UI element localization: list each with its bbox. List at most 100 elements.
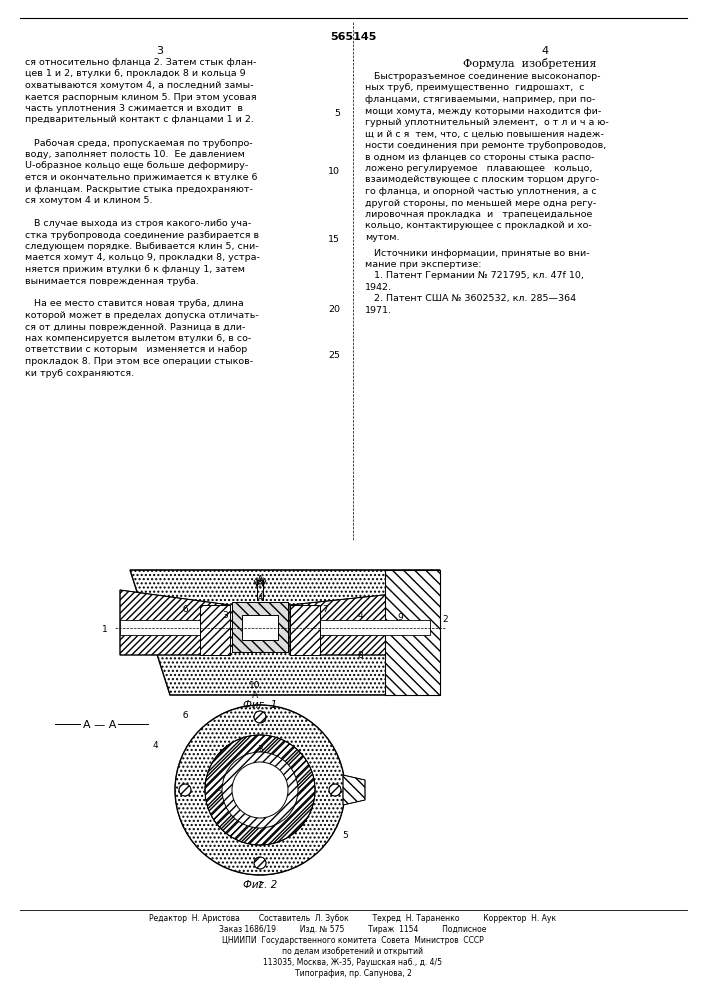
Text: воду, заполняет полость 10.  Ее давлением: воду, заполняет полость 10. Ее давлением [25, 150, 245, 159]
Text: Фиг. 1: Фиг. 1 [243, 700, 277, 710]
Text: Типография, пр. Сапунова, 2: Типография, пр. Сапунова, 2 [295, 969, 411, 978]
Text: кольцо, контактирующее с прокладкой и хо-: кольцо, контактирующее с прокладкой и хо… [365, 222, 592, 231]
Text: Быстроразъемное соединение высоконапор-: Быстроразъемное соединение высоконапор- [365, 72, 600, 81]
Polygon shape [242, 615, 278, 640]
Text: 3: 3 [156, 46, 163, 56]
Text: 1: 1 [102, 626, 108, 635]
Text: в одном из фланцев со стороны стыка распо-: в одном из фланцев со стороны стыка расп… [365, 152, 595, 161]
Text: мание при экспертизе:: мание при экспертизе: [365, 260, 481, 269]
Text: мается хомут 4, кольцо 9, прокладки 8, устра-: мается хомут 4, кольцо 9, прокладки 8, у… [25, 253, 260, 262]
Polygon shape [200, 605, 230, 655]
Text: часть уплотнения 3 сжимается и входит  в: часть уплотнения 3 сжимается и входит в [25, 104, 243, 113]
Text: кается распорным клином 5. При этом усовая: кается распорным клином 5. При этом усов… [25, 93, 257, 102]
Text: Источники информации, принятые во вни-: Источники информации, принятые во вни- [365, 248, 590, 257]
Text: 7: 7 [322, 605, 328, 614]
Circle shape [329, 784, 341, 796]
Text: ответствии с которым   изменяется и набор: ответствии с которым изменяется и набор [25, 346, 247, 355]
Polygon shape [385, 570, 440, 695]
Text: 4: 4 [542, 46, 549, 56]
Text: 10: 10 [250, 680, 261, 690]
Text: 3: 3 [222, 610, 228, 619]
Text: стка трубопровода соединение разбирается в: стка трубопровода соединение разбирается… [25, 231, 259, 239]
Text: б: б [182, 605, 188, 614]
Text: А — А: А — А [83, 720, 117, 730]
Text: следующем порядке. Выбивается клин 5, сни-: следующем порядке. Выбивается клин 5, сн… [25, 242, 259, 251]
Polygon shape [232, 602, 288, 652]
Text: фланцами, стягиваемыми, например, при по-: фланцами, стягиваемыми, например, при по… [365, 95, 595, 104]
Text: щ и й с я  тем, что, с целью повышения надеж-: щ и й с я тем, что, с целью повышения на… [365, 129, 604, 138]
Text: 2: 2 [257, 880, 263, 890]
Circle shape [232, 762, 288, 818]
Text: прокладок 8. При этом все операции стыков-: прокладок 8. При этом все операции стыко… [25, 357, 253, 366]
Text: 3: 3 [257, 746, 263, 754]
Text: Рабочая среда, пропускаемая по трубопро-: Рабочая среда, пропускаемая по трубопро- [25, 138, 252, 147]
Text: ↕: ↕ [257, 583, 263, 589]
Text: ных труб, преимущественно  гидрошахт,  с: ных труб, преимущественно гидрошахт, с [365, 84, 585, 93]
Circle shape [175, 705, 345, 875]
Text: ности соединения при ремонте трубопроводов,: ности соединения при ремонте трубопровод… [365, 141, 606, 150]
Text: мощи хомута, между которыми находится фи-: мощи хомута, между которыми находится фи… [365, 106, 601, 115]
Circle shape [254, 857, 266, 869]
Polygon shape [343, 775, 365, 805]
Text: взаимодействующее с плоским торцом друго-: взаимодействующее с плоским торцом друго… [365, 176, 599, 184]
Text: А: А [257, 575, 263, 585]
Text: которой может в пределах допуска отличать-: которой может в пределах допуска отличат… [25, 311, 259, 320]
Text: 565145: 565145 [329, 32, 376, 42]
Text: На ее место ставится новая труба, длина: На ее место ставится новая труба, длина [25, 300, 244, 308]
Text: гурный уплотнительный элемент,  о т л и ч а ю-: гурный уплотнительный элемент, о т л и ч… [365, 118, 609, 127]
Polygon shape [290, 605, 320, 655]
Text: 113035, Москва, Ж-35, Раушская наб., д. 4/5: 113035, Москва, Ж-35, Раушская наб., д. … [264, 958, 443, 967]
Circle shape [205, 735, 315, 845]
Circle shape [179, 784, 191, 796]
Text: Формула  изобретения: Формула изобретения [463, 58, 597, 69]
Text: и фланцам. Раскрытие стыка предохраняют-: и фланцам. Раскрытие стыка предохраняют- [25, 184, 253, 194]
Text: 5: 5 [342, 830, 348, 840]
Text: ся от длины поврежденной. Разница в дли-: ся от длины поврежденной. Разница в дли- [25, 322, 245, 332]
Circle shape [254, 711, 266, 723]
Text: ки труб сохраняются.: ки труб сохраняются. [25, 368, 134, 377]
Text: цев 1 и 2, втулки 6, прокладок 8 и кольца 9: цев 1 и 2, втулки 6, прокладок 8 и кольц… [25, 70, 245, 79]
Text: ложено регулируемое   плавающее   кольцо,: ложено регулируемое плавающее кольцо, [365, 164, 592, 173]
Text: Заказ 1686/19          Изд. № 575          Тираж  1154          Подписное: Заказ 1686/19 Изд. № 575 Тираж 1154 Подп… [219, 925, 486, 934]
Text: Редактор  Н. Аристова        Составитель  Л. Зубок          Техред  Н. Тараненко: Редактор Н. Аристова Составитель Л. Зубо… [149, 914, 556, 923]
Text: Фиг. 2: Фиг. 2 [243, 880, 277, 890]
Text: 1942.: 1942. [365, 283, 392, 292]
Text: няется прижим втулки 6 к фланцу 1, затем: няется прижим втулки 6 к фланцу 1, затем [25, 265, 245, 274]
Text: 4: 4 [257, 593, 263, 602]
Text: ется и окончательно прижимается к втулке 6: ется и окончательно прижимается к втулке… [25, 173, 257, 182]
Text: 1. Патент Германии № 721795, кл. 47f 10,: 1. Патент Германии № 721795, кл. 47f 10, [365, 271, 584, 280]
Polygon shape [290, 590, 430, 655]
Text: 10: 10 [328, 166, 340, 176]
Text: 20: 20 [328, 304, 340, 314]
Polygon shape [120, 590, 230, 655]
Text: мутом.: мутом. [365, 233, 399, 242]
Text: 5: 5 [334, 109, 340, 118]
Text: по делам изобретений и открытий: по делам изобретений и открытий [283, 947, 423, 956]
Text: ЦНИИПИ  Государственного комитета  Совета  Министров  СССР: ЦНИИПИ Государственного комитета Совета … [222, 936, 484, 945]
Text: 4: 4 [357, 610, 363, 619]
Text: го фланца, и опорной частью уплотнения, а с: го фланца, и опорной частью уплотнения, … [365, 187, 597, 196]
Text: ся относительно фланца 2. Затем стык флан-: ся относительно фланца 2. Затем стык фла… [25, 58, 257, 67]
Text: другой стороны, по меньшей мере одна регу-: другой стороны, по меньшей мере одна рег… [365, 198, 596, 208]
Text: U-образное кольцо еще больше деформиру-: U-образное кольцо еще больше деформиру- [25, 161, 248, 170]
Text: 2: 2 [442, 615, 448, 624]
Polygon shape [130, 570, 440, 695]
Text: А: А [252, 690, 258, 700]
Text: 8: 8 [357, 650, 363, 660]
Text: б: б [182, 710, 188, 720]
Text: 1971.: 1971. [365, 306, 392, 315]
Text: 2. Патент США № 3602532, кл. 285—364: 2. Патент США № 3602532, кл. 285—364 [365, 294, 576, 304]
Polygon shape [290, 620, 430, 635]
Text: 25: 25 [328, 351, 340, 360]
Text: 4: 4 [152, 740, 158, 750]
Text: предварительный контакт с фланцами 1 и 2.: предварительный контакт с фланцами 1 и 2… [25, 115, 254, 124]
Text: ся хомутом 4 и клином 5.: ся хомутом 4 и клином 5. [25, 196, 153, 205]
Circle shape [222, 752, 298, 828]
Text: охватываются хомутом 4, а последний замы-: охватываются хомутом 4, а последний замы… [25, 81, 254, 90]
Text: лировочная прокладка  и   трапецеидальное: лировочная прокладка и трапецеидальное [365, 210, 592, 219]
Text: 15: 15 [328, 235, 340, 244]
Text: В случае выхода из строя какого-либо уча-: В случае выхода из строя какого-либо уча… [25, 219, 251, 228]
Text: 9: 9 [397, 613, 403, 622]
Text: нах компенсируется вылетом втулки 6, в со-: нах компенсируется вылетом втулки 6, в с… [25, 334, 251, 343]
Text: вынимается поврежденная труба.: вынимается поврежденная труба. [25, 276, 199, 286]
